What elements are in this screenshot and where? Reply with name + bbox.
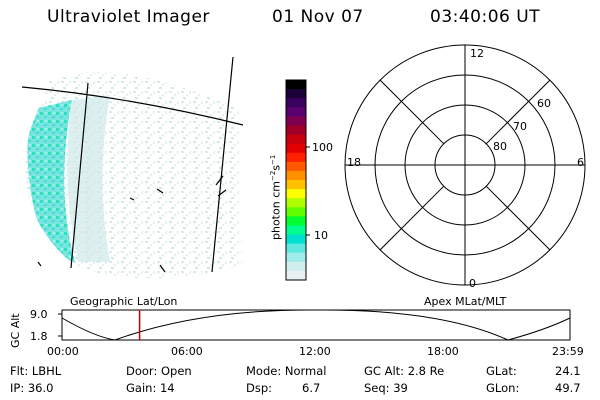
colorbar-segment	[286, 189, 306, 199]
dsp-value: 6.7	[302, 381, 321, 395]
timeline-left-label: Geographic Lat/Lon	[70, 295, 178, 308]
polar-diagonal-ne	[485, 79, 551, 145]
mode-status: Mode: Normal	[246, 364, 327, 378]
colorbar-segment	[286, 161, 306, 172]
glat-label: GLat:	[486, 364, 517, 378]
colorbar-segment	[286, 261, 306, 272]
dsp-label: Dsp:	[246, 381, 273, 395]
colorbar-segment	[286, 98, 306, 108]
auroral-image	[25, 72, 243, 279]
filter-status: Flt: LBHL	[10, 364, 62, 378]
colorbar-segment	[286, 125, 306, 136]
unit-exp-1: −2	[269, 170, 277, 182]
colorbar-segment	[286, 116, 306, 127]
unit-base: photon cm	[269, 181, 283, 240]
colorbar-segment	[286, 107, 306, 117]
colorbar-frame	[285, 79, 307, 281]
colorbar-segment	[286, 243, 306, 254]
mlat-label-60: 60	[537, 97, 551, 110]
timeline-ytick-label-top: 9.0	[30, 308, 48, 321]
polar-diagonal-sw	[379, 185, 445, 251]
mlat-label-70: 70	[513, 120, 527, 133]
polar-plot	[344, 44, 586, 286]
colorbar-segment	[286, 234, 306, 245]
mlt-label-6: 6	[577, 156, 584, 169]
glat-value: 24.1	[555, 364, 581, 378]
timeline-xtick-1800: 18:00	[427, 345, 459, 358]
gain-status: Gain: 14	[126, 381, 175, 395]
colorbar-segment	[286, 270, 306, 281]
instrument-title: Ultraviolet Imager	[47, 7, 210, 27]
timeline-right-label: Apex MLat/MLT	[424, 295, 507, 308]
time-label: 03:40:06 UT	[430, 7, 541, 27]
timeline-xtick-1200: 12:00	[299, 345, 331, 358]
colorbar-segment	[286, 216, 306, 227]
mlt-label-0: 0	[469, 277, 476, 290]
timeline-ytick-label-bottom: 1.8	[30, 330, 48, 343]
seq-status: Seq: 39	[364, 381, 408, 395]
mlt-label-18: 18	[347, 156, 361, 169]
colorbar-segment	[286, 89, 306, 99]
date-label: 01 Nov 07	[272, 7, 364, 27]
colorbar-segment	[286, 180, 306, 190]
gc-alt-status: GC Alt: 2.8 Re	[364, 364, 445, 378]
colorbar-unit-label: photon cm−2s−1	[269, 154, 283, 240]
colorbar-label-100: 100	[312, 141, 333, 154]
timeline-xtick-0600: 06:00	[171, 345, 203, 358]
unit-mid: s	[269, 164, 283, 171]
door-status: Door: Open	[126, 364, 192, 378]
unit-exp-2: −1	[269, 154, 277, 165]
colorbar-label-10: 10	[314, 229, 328, 242]
timeline-frame	[61, 309, 571, 341]
polar-diagonal-se	[485, 185, 551, 251]
ip-status: IP: 36.0	[10, 381, 54, 395]
geographic-grid	[21, 56, 244, 273]
mlat-label-80: 80	[493, 140, 507, 153]
polar-diagonal-nw	[379, 79, 445, 145]
colorbar-segment	[286, 170, 306, 181]
timeline-xtick-2359: 23:59	[552, 345, 584, 358]
colorbar-segment	[286, 134, 306, 145]
colorbar-segment	[286, 225, 306, 236]
glon-value: 49.7	[555, 381, 581, 395]
timeline-ylabel: GC Alt	[9, 313, 22, 348]
colorbar-segment	[286, 252, 306, 263]
colorbar-segment	[286, 198, 306, 208]
colorbar-segment	[286, 152, 306, 163]
glon-label: GLon:	[486, 381, 520, 395]
colorbar-segment	[286, 207, 306, 217]
mlt-label-12: 12	[470, 47, 484, 60]
color-scale-bar	[286, 80, 306, 281]
colorbar-segment	[286, 80, 306, 90]
timeline-xtick-0000: 00:00	[47, 345, 79, 358]
colorbar-segment	[286, 143, 306, 154]
orbit-altitude-curve	[61, 309, 571, 341]
